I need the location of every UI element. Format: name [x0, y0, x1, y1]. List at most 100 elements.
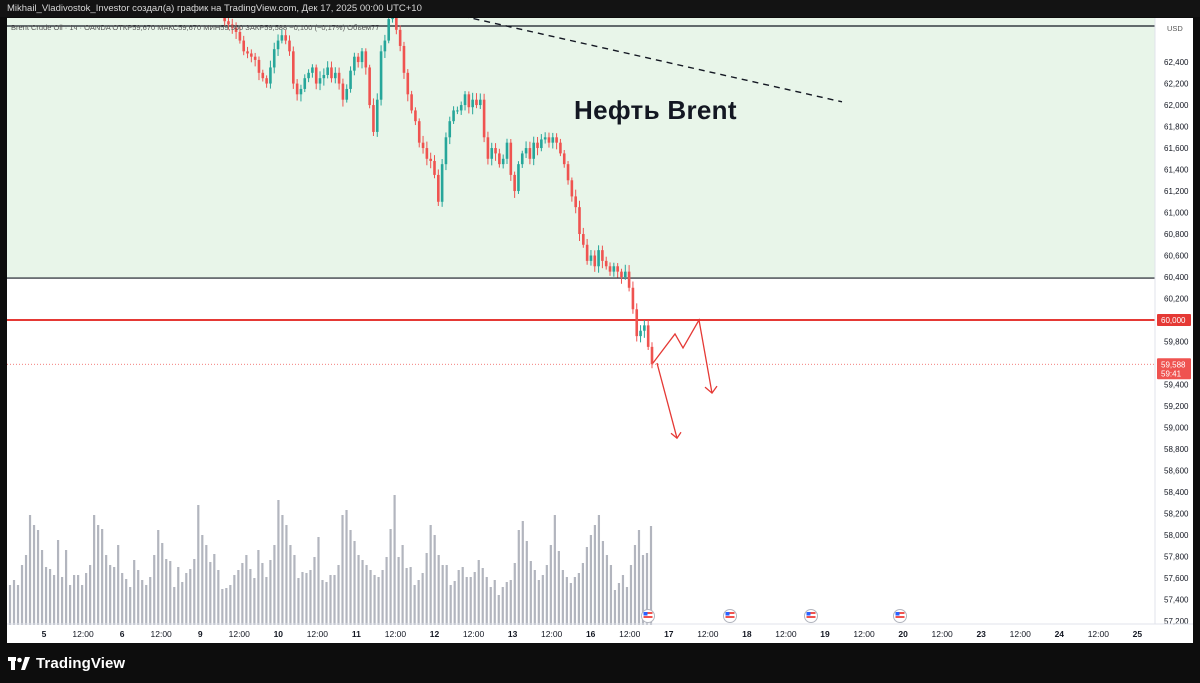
x-tick-label: 12:00	[541, 629, 563, 639]
candle-body	[566, 164, 570, 181]
candle-body	[543, 137, 547, 140]
volume-bar	[517, 530, 520, 625]
forecast-short-path	[652, 318, 713, 394]
candle-body	[593, 255, 597, 267]
candle-body	[505, 142, 509, 159]
y-tick-label: 61,000	[1164, 209, 1189, 218]
forecast-long-arrowhead	[670, 431, 682, 440]
volume-bar	[549, 545, 552, 625]
tradingview-brand: TradingView	[36, 655, 126, 672]
candle-body	[272, 49, 276, 68]
candle-body	[307, 72, 310, 79]
volume-bar	[265, 577, 268, 625]
volume-bar	[373, 575, 376, 625]
candle-body	[269, 67, 272, 84]
volume-bar	[493, 580, 496, 625]
candle-body	[414, 110, 417, 122]
volume-bar	[429, 525, 432, 625]
volume-bar	[333, 575, 336, 625]
volume-bar	[649, 526, 653, 625]
candle-body	[311, 67, 314, 73]
price-chart[interactable]: USD 62,400 62,200 62,000 61,800 61,600 61,400 6…	[7, 18, 1193, 643]
candle-body	[417, 121, 421, 143]
volume-bar	[473, 572, 476, 625]
volume-bar	[541, 575, 544, 625]
volume-bar	[32, 525, 36, 625]
volume-bar	[329, 575, 332, 625]
volume-bar	[361, 560, 364, 625]
us-flag-event-icon	[804, 609, 818, 623]
volume-bar	[209, 562, 212, 625]
volume-bar	[585, 547, 588, 625]
volume-bar	[213, 554, 216, 625]
candle-body	[253, 56, 257, 60]
volume-bar	[401, 545, 404, 625]
candle-body	[582, 234, 585, 245]
x-tick-label: 12:00	[1088, 629, 1110, 639]
footer: TradingView	[0, 643, 1200, 683]
x-tick-label: 12:00	[385, 629, 407, 639]
candle-body	[261, 72, 265, 79]
x-tick-label: 18	[742, 629, 752, 639]
candle-body	[597, 250, 600, 267]
header-caption: Mikhail_Vladivostok_Investor создал(а) г…	[0, 0, 1200, 17]
volume-bar	[89, 565, 92, 625]
candle-body	[227, 21, 230, 25]
candle-body	[345, 88, 349, 100]
candle-body	[440, 164, 444, 202]
volume-bar	[169, 561, 172, 625]
candle-body	[475, 99, 478, 106]
volume-bar	[101, 529, 104, 625]
x-tick-label: 12:00	[72, 629, 94, 639]
y-tick-label: 61,800	[1164, 123, 1189, 132]
volume-bar	[621, 575, 625, 625]
candle-body	[627, 271, 631, 288]
candle-body	[246, 51, 249, 54]
volume-bar	[317, 537, 320, 625]
candle-body	[284, 35, 287, 41]
candle-body	[356, 56, 360, 63]
y-tick-label: 58,600	[1164, 466, 1189, 475]
volume-bar	[597, 515, 601, 625]
y-tick-label: 60,800	[1164, 230, 1189, 239]
volume-bar	[593, 525, 597, 625]
volume-bar	[52, 575, 56, 625]
us-flag-event-icon	[893, 609, 907, 623]
chart-area[interactable]: USD 62,400 62,200 62,000 61,800 61,600 61,400 6…	[7, 18, 1193, 643]
volume-bar	[409, 567, 412, 625]
volume-bar	[449, 585, 452, 625]
volume-bar	[24, 555, 28, 625]
candle-body	[471, 99, 474, 108]
volume-bar	[529, 561, 532, 625]
volume-bar	[321, 580, 324, 625]
volume-bar	[60, 577, 64, 625]
candle-body	[452, 110, 455, 122]
candle-body	[395, 18, 398, 30]
y-tick-label: 60,200	[1164, 295, 1189, 304]
volume-bar	[521, 521, 524, 625]
x-tick-label: 23	[976, 629, 986, 639]
volume-bar	[133, 560, 136, 625]
candle-body	[303, 78, 307, 89]
candle-body	[295, 83, 299, 95]
volume-bar	[485, 577, 488, 625]
currency-label: USD	[1167, 24, 1183, 33]
volume-bar	[109, 565, 112, 625]
candle-body	[425, 148, 429, 159]
volume-bar	[253, 578, 256, 625]
candle-body	[421, 142, 425, 149]
volume-bar	[533, 570, 536, 625]
volume-bar	[257, 550, 260, 625]
volume-bar	[157, 530, 160, 625]
candle-body	[528, 148, 532, 159]
x-tick-label: 12:00	[619, 629, 641, 639]
volume-bar	[225, 588, 228, 625]
candle-body	[242, 40, 246, 52]
candle-body	[383, 40, 387, 52]
tradingview-logo[interactable]: TradingView	[8, 655, 125, 672]
candle-body	[631, 287, 635, 310]
y-tick-label: 58,000	[1164, 531, 1189, 540]
candle-body	[478, 99, 482, 106]
volume-bar	[269, 560, 272, 625]
candle-body	[520, 153, 524, 165]
